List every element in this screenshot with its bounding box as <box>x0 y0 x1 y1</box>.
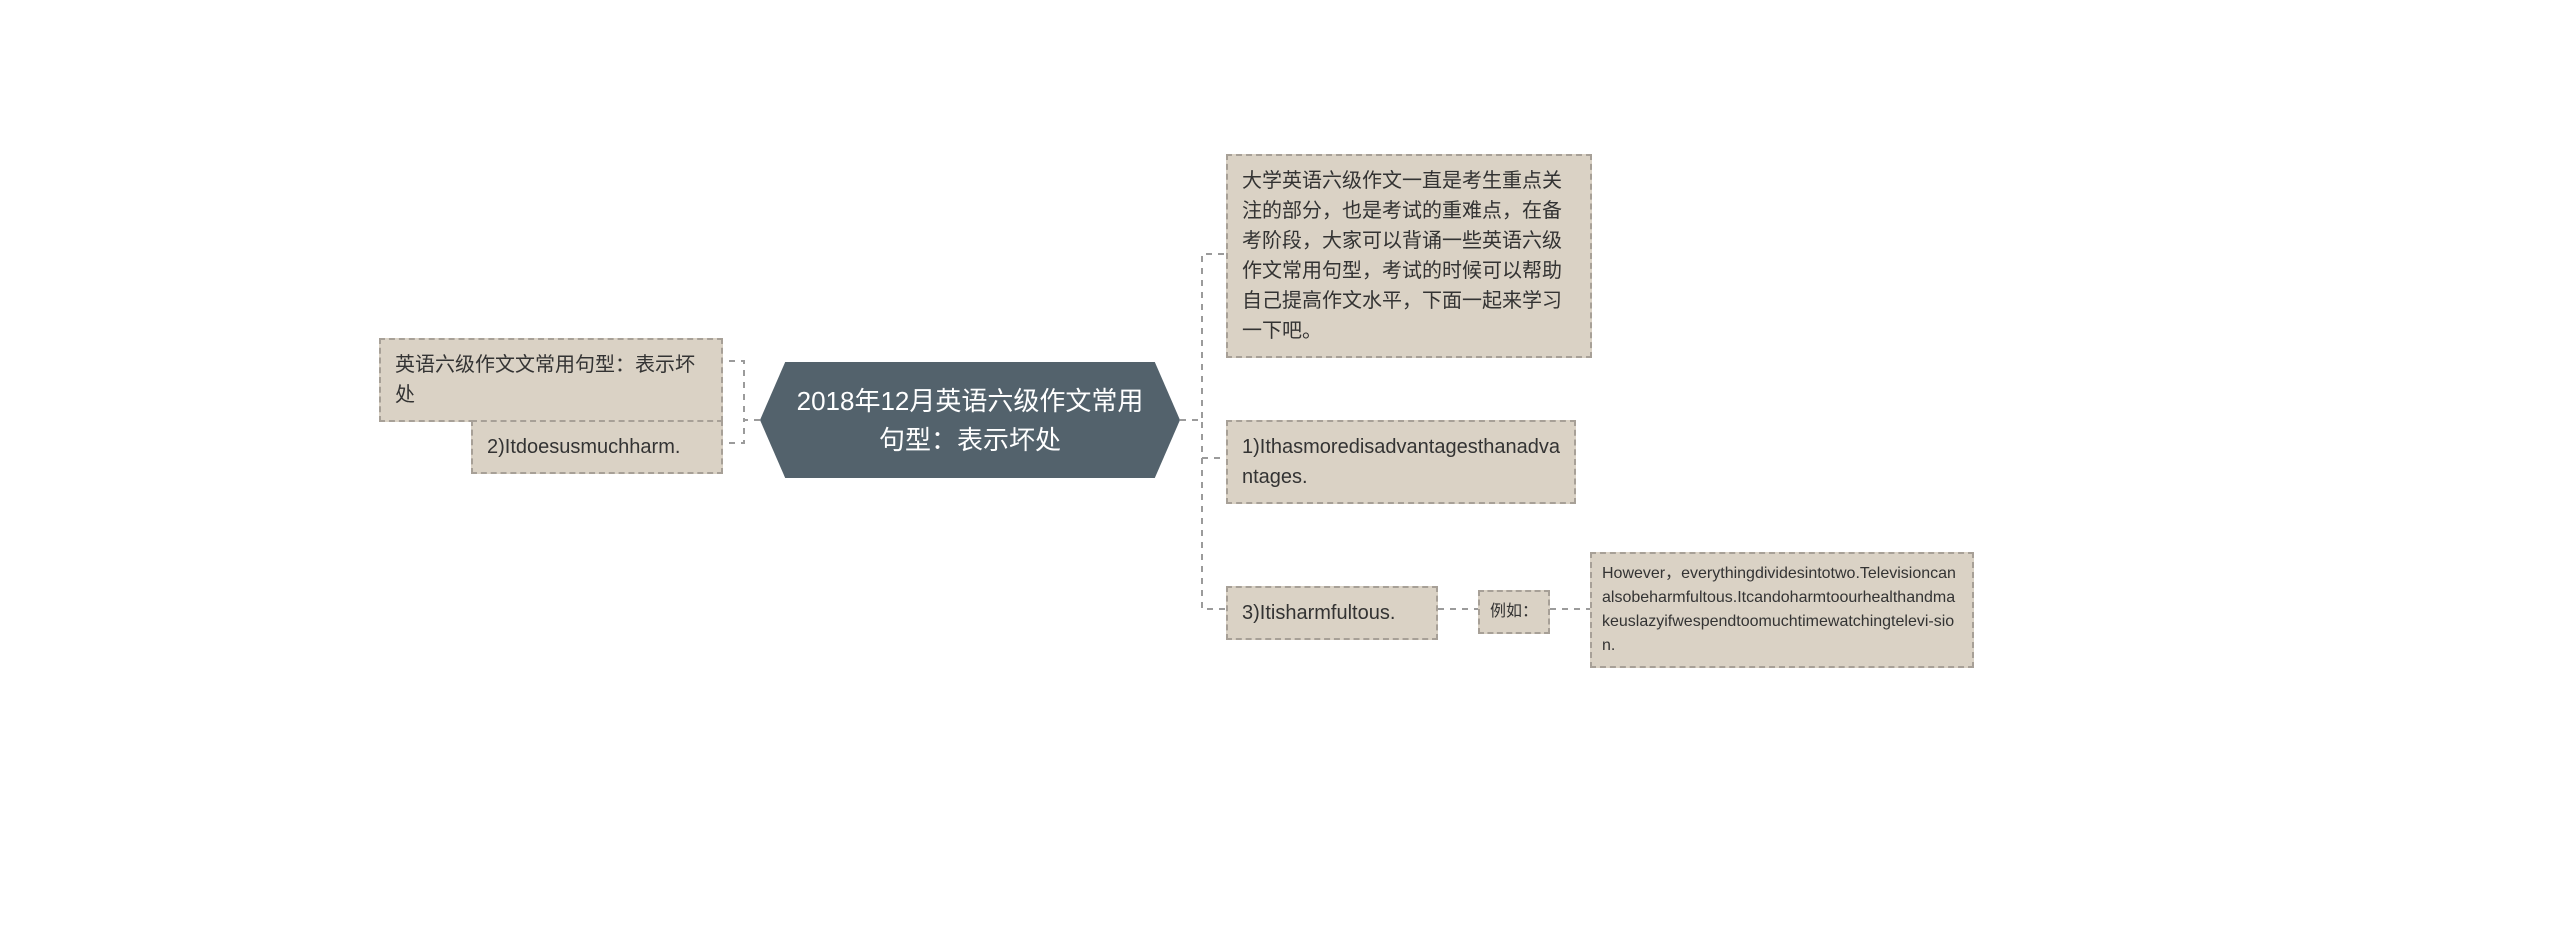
connector-4 <box>1180 420 1226 609</box>
node-r2: 1)Ithasmoredisadvantagesthanadvantages. <box>1226 420 1576 504</box>
mindmap-canvas: 2018年12月英语六级作文常用句型：表示坏处 英语六级作文文常用句型：表示坏处… <box>0 0 2560 947</box>
node-e1: 例如： <box>1478 590 1550 634</box>
connector-2 <box>1180 254 1226 420</box>
connector-1 <box>723 420 760 443</box>
node-r1: 大学英语六级作文一直是考生重点关注的部分，也是考试的重难点，在备考阶段，大家可以… <box>1226 154 1592 358</box>
center-node: 2018年12月英语六级作文常用句型：表示坏处 <box>760 362 1180 478</box>
node-l1: 英语六级作文文常用句型：表示坏处 <box>379 338 723 422</box>
node-r3: 3)Itisharmfultous. <box>1226 586 1438 640</box>
node-e2: However，everythingdividesintotwo.Televis… <box>1590 552 1974 668</box>
node-l2: 2)Itdoesusmuchharm. <box>471 420 723 474</box>
connector-3 <box>1180 420 1226 458</box>
connector-0 <box>723 361 760 420</box>
